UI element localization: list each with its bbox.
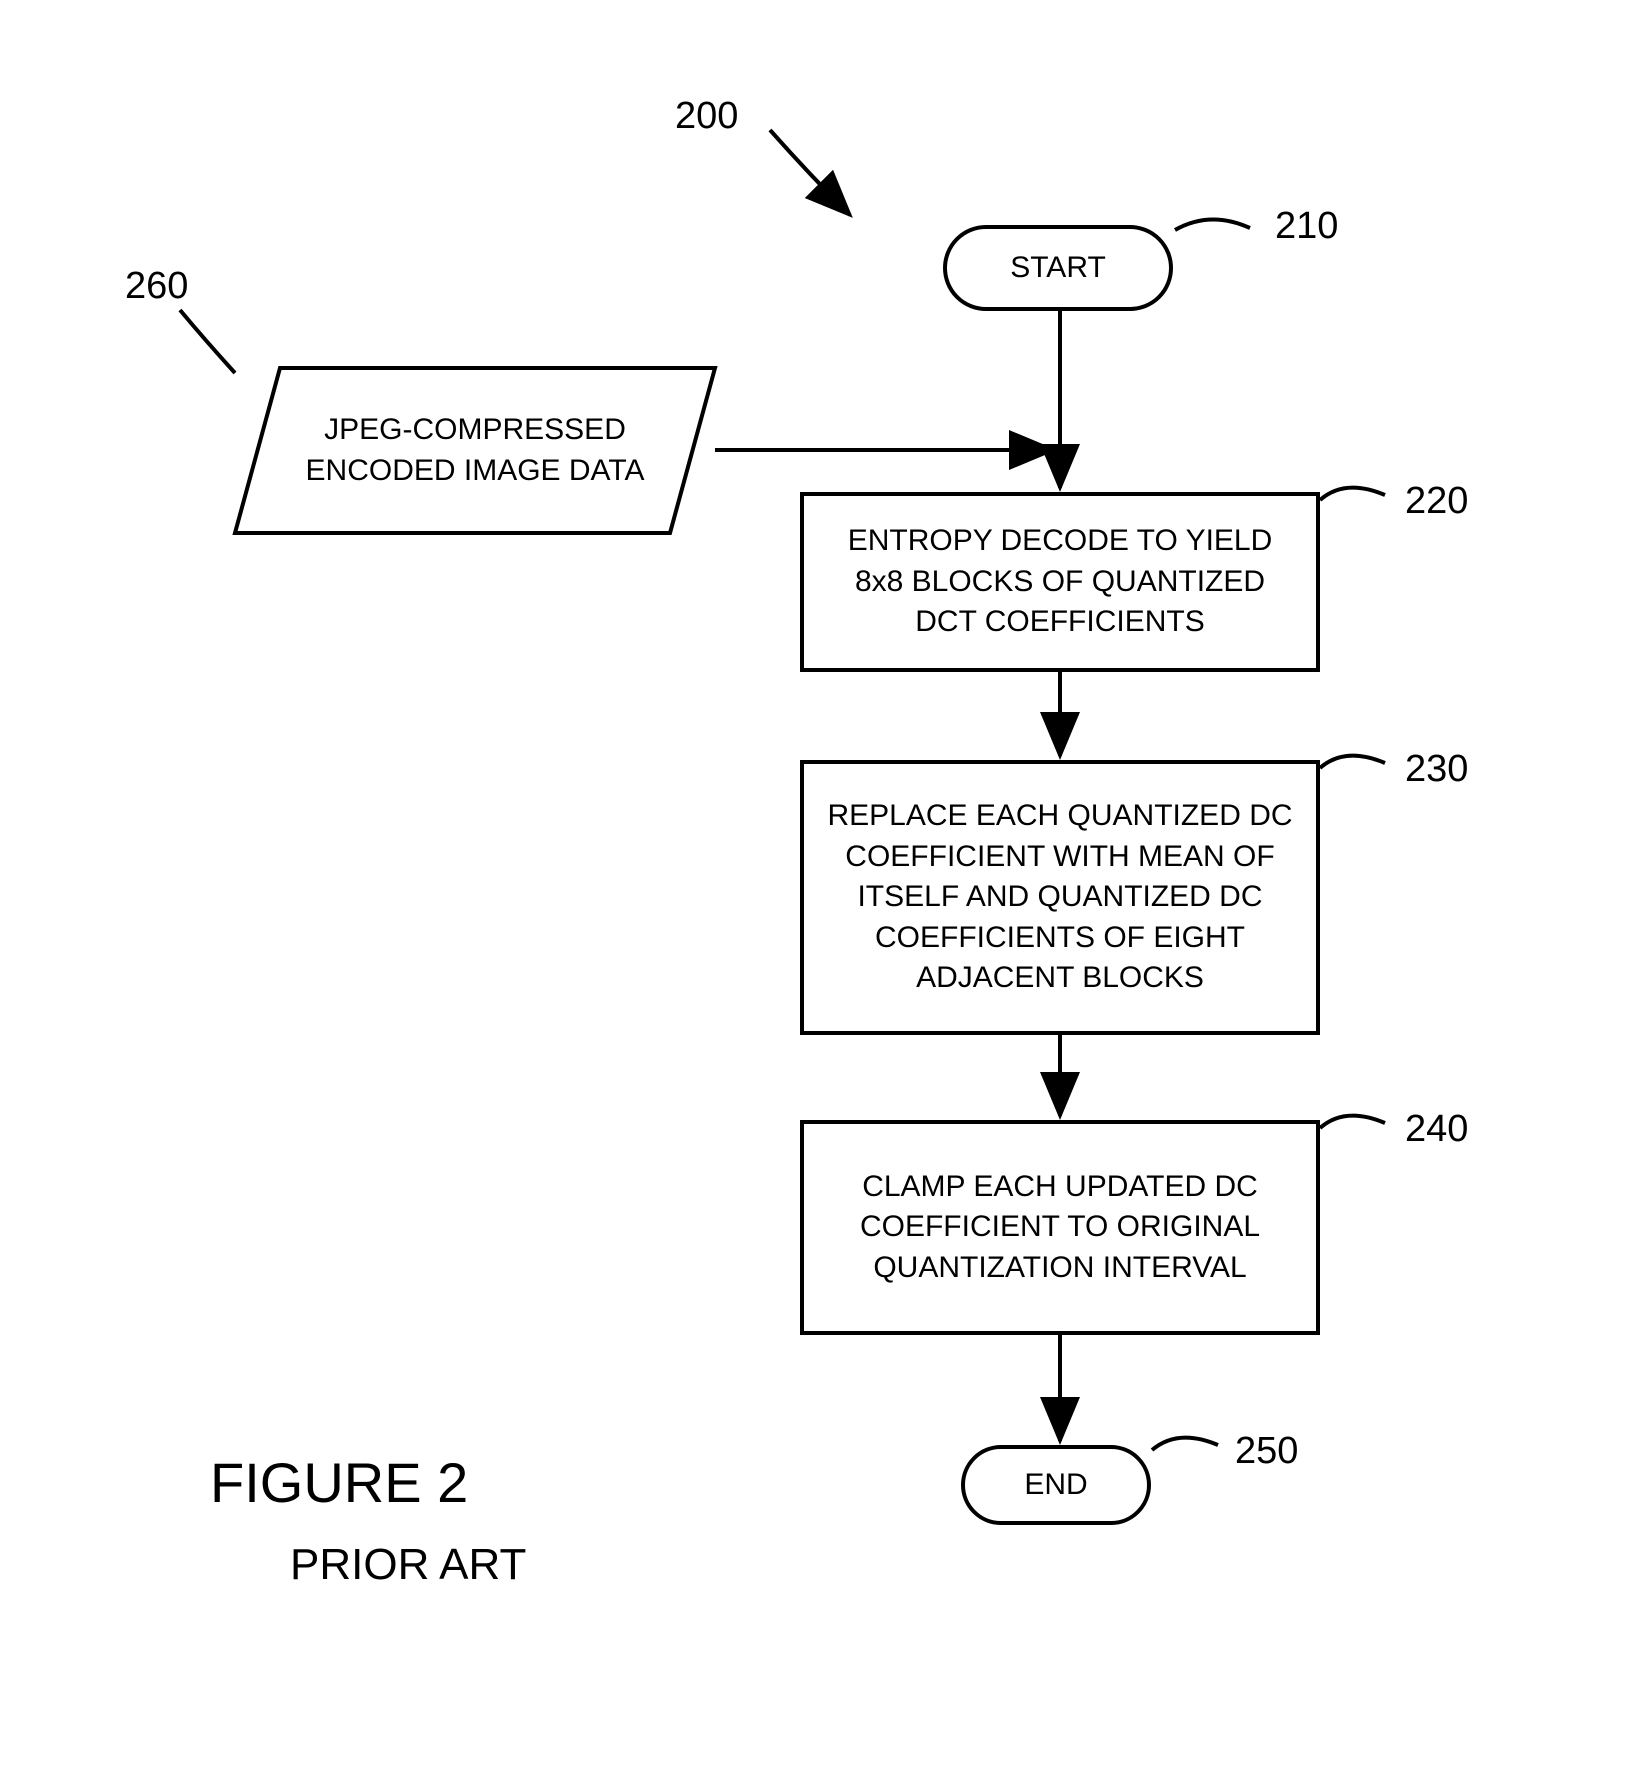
start-terminator: START — [943, 225, 1173, 311]
label-200: 200 — [675, 95, 738, 138]
leader-210 — [1175, 219, 1250, 230]
end-text: END — [1024, 1468, 1087, 1502]
process-240: CLAMP EACH UPDATED DC COEFFICIENT TO ORI… — [800, 1120, 1320, 1335]
label-260: 260 — [125, 265, 188, 308]
process-230-text: REPLACE EACH QUANTIZED DC COEFFICIENT WI… — [816, 796, 1304, 999]
end-terminator: END — [961, 1445, 1151, 1525]
label-250: 250 — [1235, 1430, 1298, 1473]
figure-caption-title: FIGURE 2 — [210, 1450, 468, 1515]
process-230: REPLACE EACH QUANTIZED DC COEFFICIENT WI… — [800, 760, 1320, 1035]
label-220: 220 — [1405, 480, 1468, 523]
leader-240 — [1320, 1116, 1385, 1128]
leader-260 — [180, 310, 235, 373]
leader-250 — [1152, 1438, 1218, 1450]
label-210: 210 — [1275, 205, 1338, 248]
process-220: ENTROPY DECODE TO YIELD 8x8 BLOCKS OF QU… — [800, 492, 1320, 672]
process-220-text: ENTROPY DECODE TO YIELD 8x8 BLOCKS OF QU… — [826, 521, 1294, 643]
leader-200 — [770, 130, 850, 215]
data-260: JPEG-COMPRESSED ENCODED IMAGE DATA — [265, 368, 685, 533]
label-240: 240 — [1405, 1108, 1468, 1151]
start-text: START — [1010, 251, 1106, 285]
figure-caption-sub: PRIOR ART — [290, 1540, 526, 1590]
leader-220 — [1320, 488, 1385, 500]
data-260-text: JPEG-COMPRESSED ENCODED IMAGE DATA — [293, 410, 657, 491]
leader-230 — [1320, 756, 1385, 768]
label-230: 230 — [1405, 748, 1468, 791]
process-240-text: CLAMP EACH UPDATED DC COEFFICIENT TO ORI… — [822, 1167, 1298, 1289]
